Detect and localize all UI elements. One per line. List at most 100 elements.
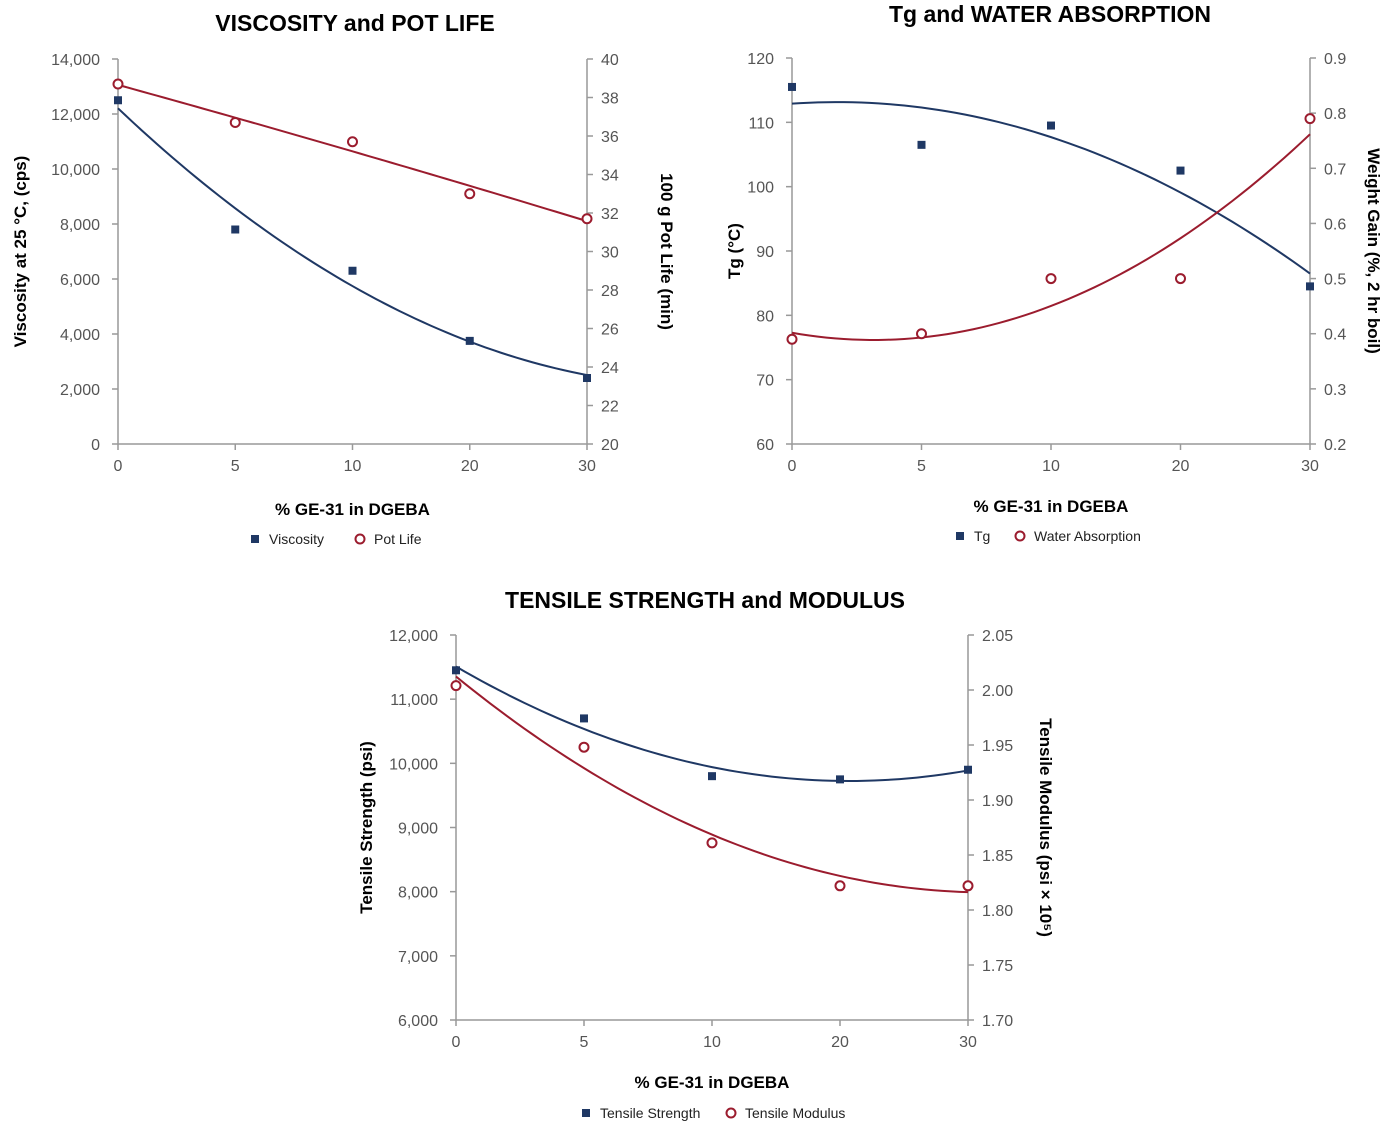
legend-square-icon xyxy=(582,1109,590,1117)
chart-tensile: TENSILE STRENGTH and MODULUS 6,000 7,000 8,… xyxy=(357,587,1055,1121)
y2-tick-label: 32 xyxy=(601,206,619,223)
y2-tick-label: 28 xyxy=(601,283,619,300)
legend-circle-icon xyxy=(354,533,366,545)
y2-tick-label: 0.5 xyxy=(1324,272,1346,289)
y-tick-label: 80 xyxy=(756,308,774,325)
data-point-tensile-strength xyxy=(452,666,460,675)
y-tick-label: 6,000 xyxy=(398,1013,438,1030)
y-tick-label: 0 xyxy=(91,437,100,454)
y-tick-label: 110 xyxy=(748,115,774,132)
data-point-water-absorption xyxy=(1045,273,1057,285)
y2-tick-label: 1.70 xyxy=(982,1013,1013,1030)
y-tick-label: 9,000 xyxy=(398,821,438,838)
y2-tick-label: 2.00 xyxy=(982,683,1013,700)
data-point-pot-life xyxy=(464,188,476,200)
x-tick-label: 0 xyxy=(452,1034,461,1051)
x-tick-label: 30 xyxy=(578,458,596,475)
y2-tick-label: 0.3 xyxy=(1324,382,1346,399)
legend-label: Water Absorption xyxy=(1034,528,1141,544)
x-tick-label: 20 xyxy=(461,458,479,475)
y2-tick-label: 40 xyxy=(601,52,619,69)
y2-axis-label: 100 g Pot Life (min) xyxy=(657,173,676,330)
y2-tick-label: 0.6 xyxy=(1324,216,1346,233)
data-point-tensile-strength xyxy=(708,772,716,781)
x-axis-label: % GE-31 in DGEBA xyxy=(635,1073,790,1092)
y-axis-label: Tg (°C) xyxy=(725,223,744,279)
y-tick-label: 60 xyxy=(756,437,774,454)
data-point-tg xyxy=(1047,121,1055,130)
data-point-tensile-strength xyxy=(836,775,844,784)
x-tick-label: 30 xyxy=(959,1034,977,1051)
x-axis-label: % GE-31 in DGEBA xyxy=(974,497,1129,516)
y2-tick-label: 1.75 xyxy=(982,958,1013,975)
y-tick-label: 8,000 xyxy=(60,217,100,234)
y-axis-label: Viscosity at 25 °C, (cps) xyxy=(11,156,30,348)
trendline-water-absorption xyxy=(791,133,1311,341)
legend-square-icon xyxy=(956,532,964,540)
x-tick-label: 10 xyxy=(1042,458,1060,475)
x-tick-label: 20 xyxy=(1172,458,1190,475)
y-axis-label: Tensile Strength (psi) xyxy=(357,741,376,914)
y2-tick-label: 2.05 xyxy=(982,628,1013,645)
x-tick-label: 0 xyxy=(788,458,797,475)
y2-tick-label: 0.2 xyxy=(1324,437,1346,454)
y-tick-label: 90 xyxy=(756,244,774,261)
y-tick-label: 2,000 xyxy=(60,382,100,399)
y2-tick-label: 26 xyxy=(601,322,619,339)
chart-title: TENSILE STRENGTH and MODULUS xyxy=(505,587,905,613)
y2-tick-label: 1.85 xyxy=(982,848,1013,865)
data-point-tensile-modulus xyxy=(706,837,718,849)
y2-tick-label: 1.90 xyxy=(982,793,1013,810)
y2-tick-label: 34 xyxy=(601,168,619,185)
data-point-tensile-modulus xyxy=(578,741,590,753)
chart-viscosity: VISCOSITY and POT LIFE 0 2,000 4,000 6,000 8,… xyxy=(11,10,676,547)
data-point-tensile-modulus xyxy=(450,680,462,692)
x-tick-label: 20 xyxy=(831,1034,849,1051)
legend-label: Viscosity xyxy=(269,531,324,547)
y2-tick-label: 36 xyxy=(601,129,619,146)
y2-axis-label: Weight Gain (%, 2 hr boil) xyxy=(1364,148,1383,354)
data-point-tg xyxy=(1306,282,1314,291)
y2-tick-label: 1.95 xyxy=(982,738,1013,755)
trendline-tensile-strength xyxy=(455,665,969,782)
data-point-viscosity xyxy=(348,266,357,275)
chart-title: VISCOSITY and POT LIFE xyxy=(215,10,494,36)
x-axis-label: % GE-31 in DGEBA xyxy=(275,500,430,519)
data-point-water-absorption xyxy=(1304,113,1316,125)
legend-label: Tg xyxy=(974,528,990,544)
legend-circle-icon xyxy=(725,1107,737,1119)
data-point-viscosity xyxy=(465,336,474,345)
data-point-tensile-modulus xyxy=(834,880,846,892)
y2-tick-label: 0.4 xyxy=(1324,327,1346,344)
x-tick-label: 5 xyxy=(231,458,240,475)
chart-tg: Tg and WATER ABSORPTION60708090100110120… xyxy=(725,1,1383,544)
x-tick-label: 10 xyxy=(344,458,362,475)
y-tick-label: 6,000 xyxy=(60,272,100,289)
legend-label: Tensile Strength xyxy=(600,1105,700,1121)
y2-tick-label: 0.7 xyxy=(1324,161,1346,178)
data-point-tensile-modulus xyxy=(962,880,974,892)
trendline-pot-life xyxy=(117,83,588,223)
legend-label: Pot Life xyxy=(374,531,422,547)
y-tick-label: 7,000 xyxy=(398,949,438,966)
data-point-tg xyxy=(917,140,926,149)
data-point-viscosity xyxy=(114,96,122,105)
data-point-pot-life xyxy=(347,136,358,148)
data-point-pot-life xyxy=(229,117,241,129)
y2-tick-label: 0.8 xyxy=(1324,106,1346,123)
trendline-viscosity xyxy=(117,107,588,377)
y-tick-label: 100 xyxy=(747,180,774,197)
y-tick-label: 12,000 xyxy=(51,107,100,124)
x-tick-label: 10 xyxy=(703,1034,721,1051)
y2-tick-label: 24 xyxy=(601,360,619,377)
chart-title: Tg and WATER ABSORPTION xyxy=(889,1,1211,27)
x-tick-label: 0 xyxy=(114,458,123,475)
y-tick-label: 120 xyxy=(747,51,774,68)
legend-circle-icon xyxy=(1014,530,1026,542)
y-tick-label: 4,000 xyxy=(60,327,100,344)
x-tick-label: 5 xyxy=(580,1034,589,1051)
y2-tick-label: 20 xyxy=(601,437,619,454)
y-tick-label: 11,000 xyxy=(390,692,438,709)
x-tick-label: 30 xyxy=(1301,458,1319,475)
